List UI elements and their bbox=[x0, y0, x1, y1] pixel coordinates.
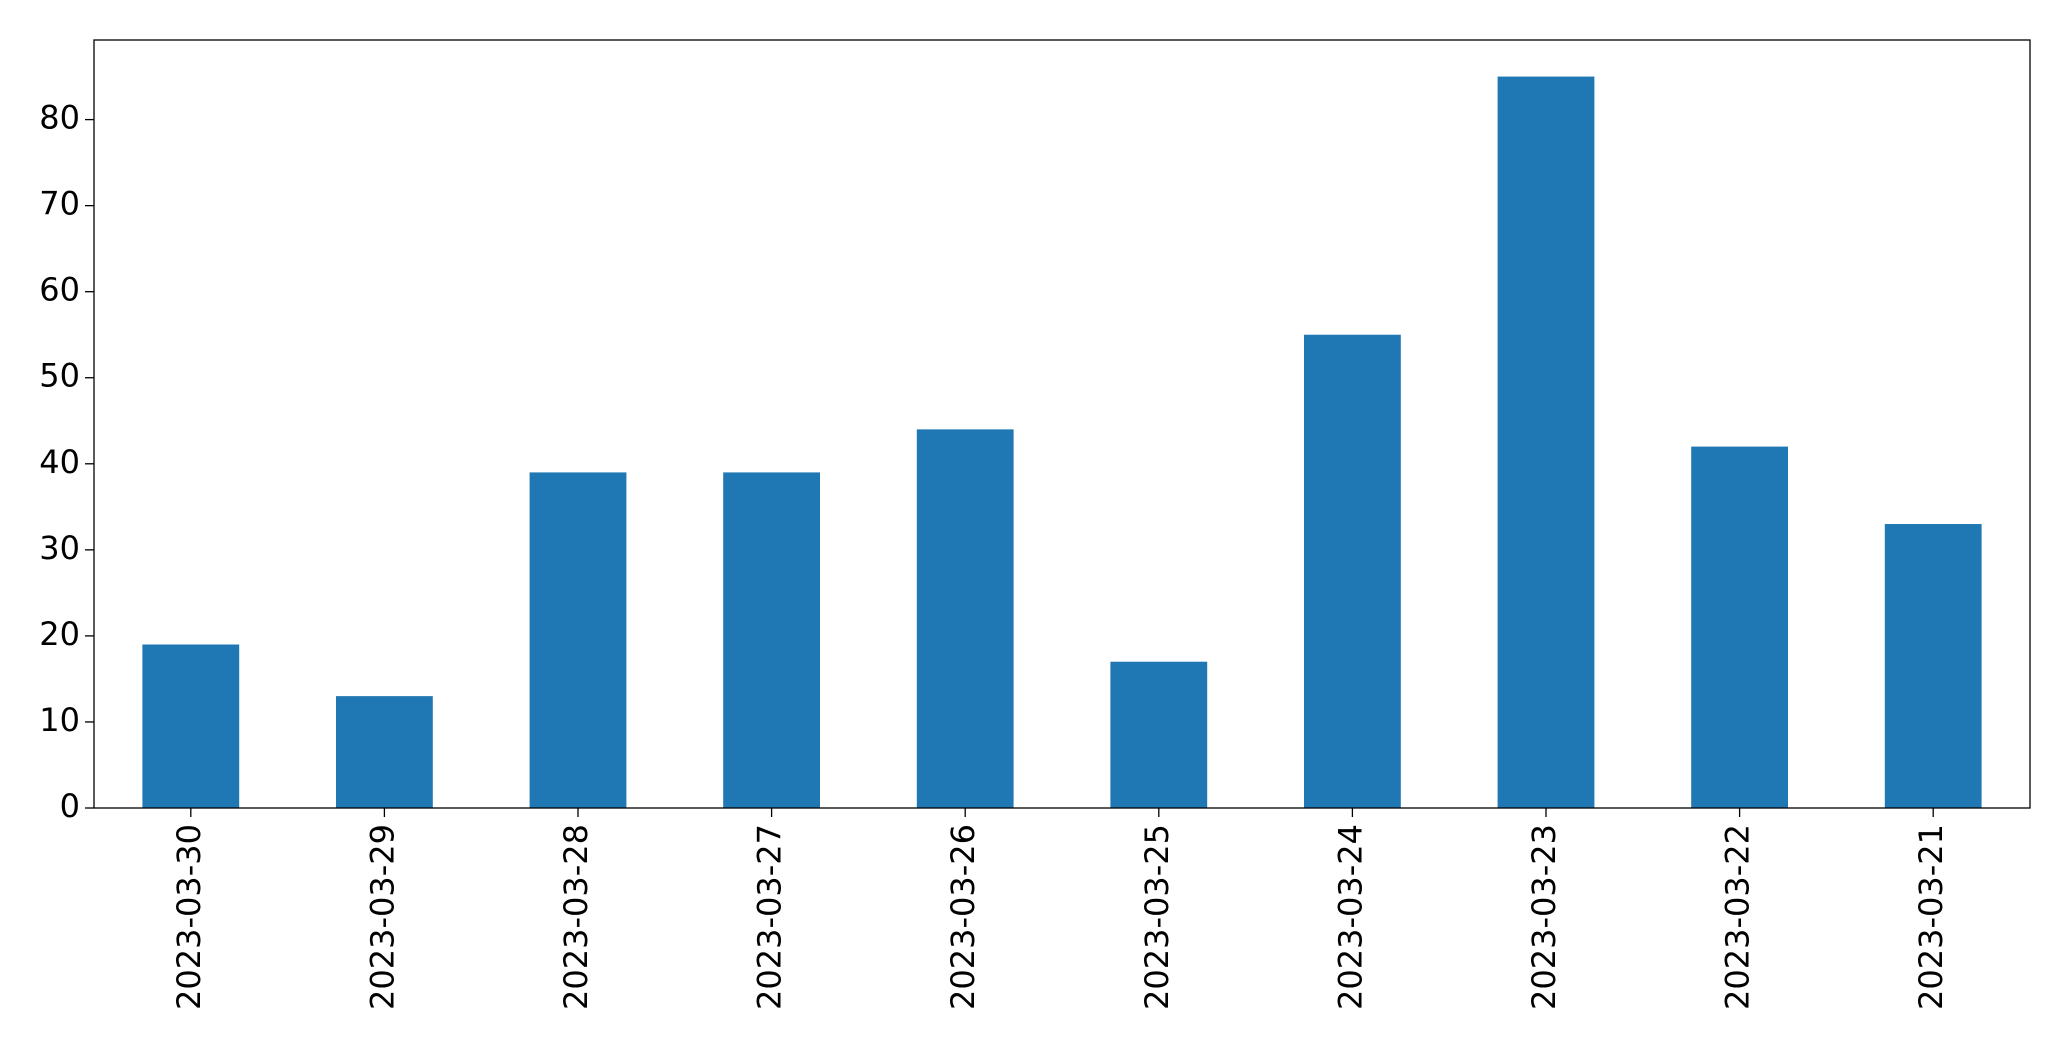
bar bbox=[916, 429, 1014, 808]
y-tick-label: 20 bbox=[39, 615, 80, 653]
x-tick-label: 2023-03-22 bbox=[1719, 824, 1757, 1010]
y-tick-label: 10 bbox=[39, 701, 80, 739]
x-tick-label: 2023-03-29 bbox=[363, 824, 401, 1010]
bar bbox=[1304, 334, 1401, 808]
x-tick-label: 2023-03-28 bbox=[557, 824, 595, 1010]
bar bbox=[529, 472, 627, 808]
plot-frame bbox=[93, 39, 2031, 809]
y-tick-label: 40 bbox=[39, 443, 80, 481]
bar bbox=[336, 696, 433, 808]
bar bbox=[723, 472, 820, 808]
y-tick-label: 50 bbox=[39, 357, 80, 395]
y-tick-label: 70 bbox=[39, 185, 80, 223]
bar bbox=[142, 644, 240, 808]
y-tick-label: 30 bbox=[39, 529, 80, 567]
bar bbox=[1691, 446, 1788, 808]
x-tick-label: 2023-03-21 bbox=[1912, 824, 1950, 1010]
x-tick-label: 2023-03-26 bbox=[944, 824, 982, 1010]
y-tick-label: 80 bbox=[39, 99, 80, 137]
y-tick-label: 0 bbox=[60, 787, 80, 825]
bar bbox=[1110, 661, 1208, 808]
y-tick-label: 60 bbox=[39, 271, 80, 309]
bar bbox=[1884, 524, 1982, 808]
x-tick-label: 2023-03-23 bbox=[1525, 824, 1563, 1010]
x-tick-label: 2023-03-27 bbox=[751, 824, 789, 1010]
x-tick-label: 2023-03-30 bbox=[170, 824, 208, 1010]
x-tick-label: 2023-03-24 bbox=[1331, 824, 1369, 1010]
x-tick-label: 2023-03-25 bbox=[1138, 824, 1176, 1010]
bar bbox=[1497, 76, 1595, 809]
